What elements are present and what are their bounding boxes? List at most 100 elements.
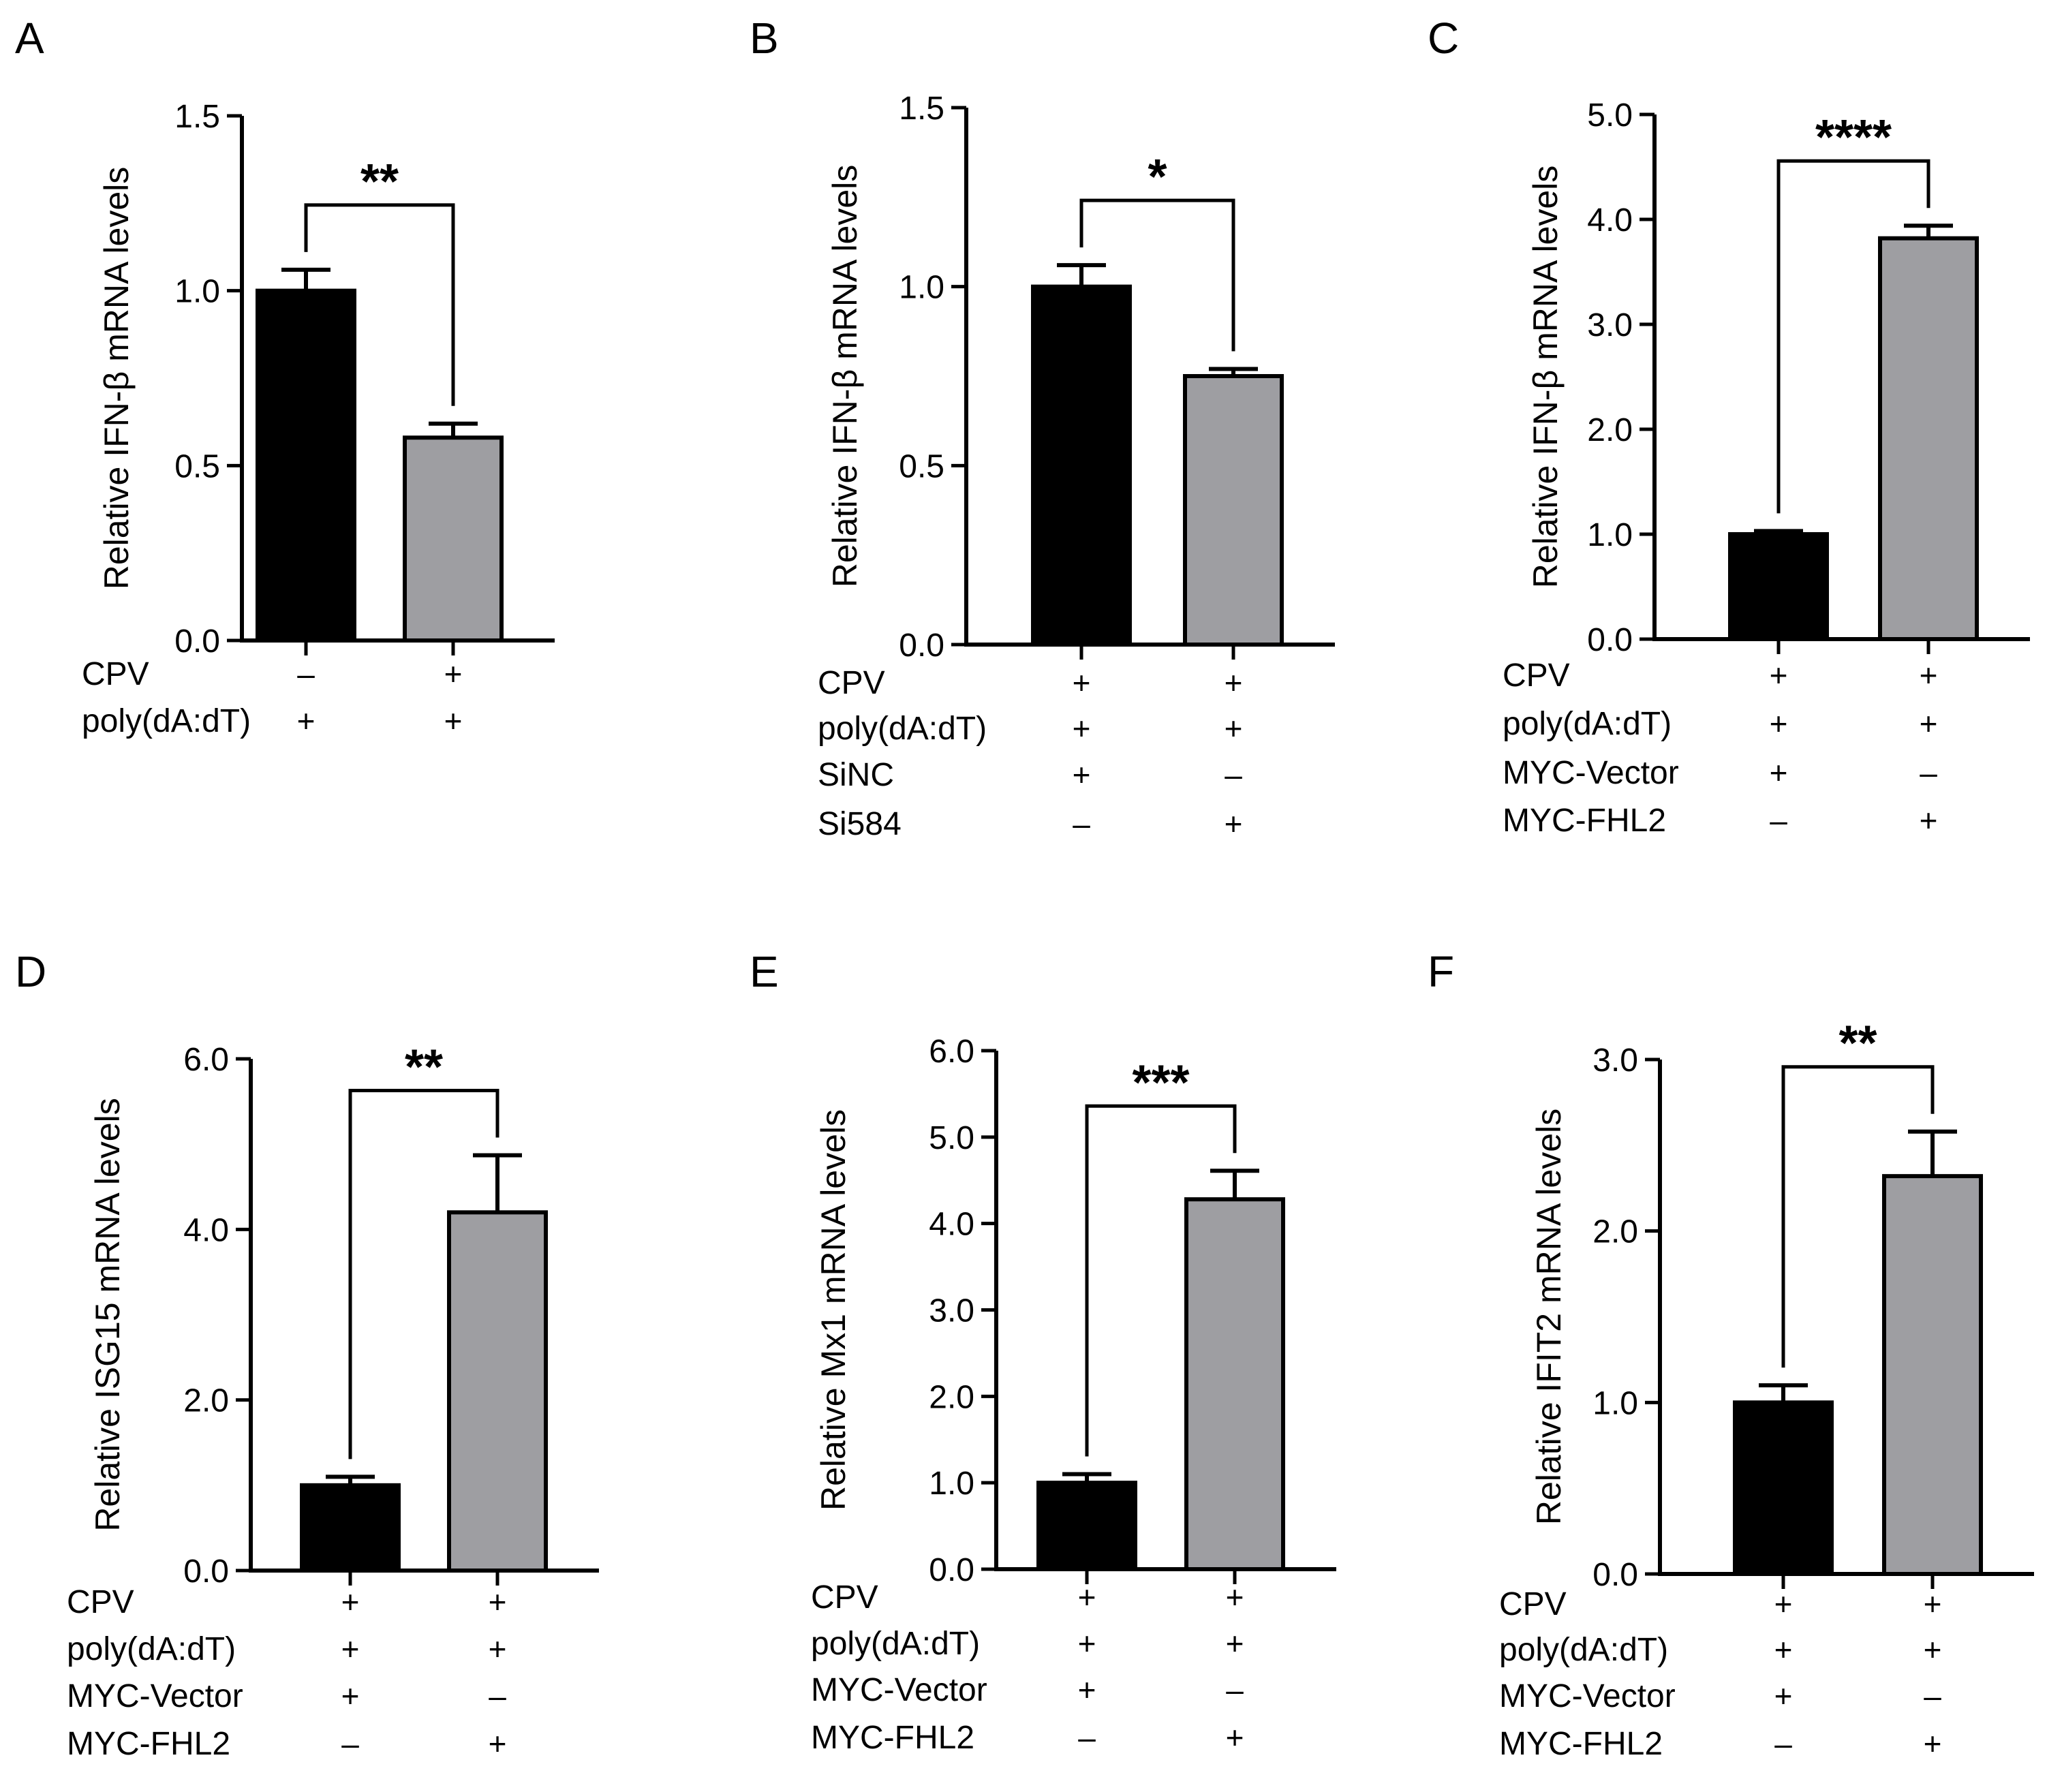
bar-2 xyxy=(447,1210,548,1573)
condition-sign: + xyxy=(1226,1626,1244,1661)
y-tick-label: 2.0 xyxy=(929,1379,974,1415)
y-tick-label: 0.0 xyxy=(174,623,220,660)
condition-label: poly(dA:dT) xyxy=(811,1626,980,1662)
bar-1 xyxy=(1728,532,1829,641)
condition-sign: + xyxy=(1225,665,1243,700)
y-tick-label: 1.5 xyxy=(899,91,944,127)
condition-label: MYC-FHL2 xyxy=(811,1720,974,1756)
significance-bracket xyxy=(1781,1065,1935,1368)
condition-label: MYC-Vector xyxy=(1503,755,1679,791)
significance-label: * xyxy=(1148,150,1167,204)
panel-letter: E xyxy=(750,947,779,996)
panel-letter: B xyxy=(750,14,779,63)
condition-sign: + xyxy=(1226,1720,1244,1755)
condition-sign: + xyxy=(1073,711,1091,746)
y-tick-label: 1.0 xyxy=(899,270,944,306)
condition-sign: + xyxy=(1924,1632,1942,1667)
condition-sign: + xyxy=(1924,1586,1942,1622)
significance-bracket xyxy=(348,1088,499,1459)
condition-label: CPV xyxy=(818,665,885,701)
y-tick-label: 6.0 xyxy=(929,1034,974,1070)
y-tick-label: 1.5 xyxy=(174,99,220,135)
y-axis-title: Relative IFN-β mRNA levels xyxy=(826,165,864,588)
condition-label: CPV xyxy=(1499,1586,1567,1622)
condition-sign: + xyxy=(341,1631,360,1667)
panel-letter: D xyxy=(15,947,46,996)
condition-sign: – xyxy=(1920,755,1937,790)
bar-1 xyxy=(300,1483,401,1573)
condition-label: MYC-Vector xyxy=(1499,1678,1676,1714)
condition-label: poly(dA:dT) xyxy=(818,711,987,747)
y-tick-label: 5.0 xyxy=(1587,97,1633,134)
y-axis-title: Relative IFN-β mRNA levels xyxy=(97,167,136,590)
bar-2 xyxy=(1184,1197,1285,1571)
y-tick-label: 6.0 xyxy=(183,1042,229,1078)
condition-sign: – xyxy=(489,1678,506,1714)
y-tick-label: 2.0 xyxy=(1592,1214,1638,1250)
significance-bracket xyxy=(304,203,455,406)
condition-label: poly(dA:dT) xyxy=(82,703,251,739)
y-tick-label: 0.0 xyxy=(899,628,944,664)
condition-sign: + xyxy=(1770,706,1788,741)
bar-2 xyxy=(1882,1174,1983,1576)
y-axis-title: Relative ISG15 mRNA levels xyxy=(89,1098,127,1531)
condition-label: CPV xyxy=(811,1579,878,1616)
significance-label: *** xyxy=(1132,1055,1189,1110)
condition-label: MYC-FHL2 xyxy=(1499,1726,1663,1762)
condition-sign: – xyxy=(341,1726,359,1761)
significance-label: ** xyxy=(405,1040,443,1094)
bar-1 xyxy=(1031,284,1132,647)
condition-sign: + xyxy=(1774,1586,1793,1622)
panel-c: C 0.0 1.0 2.0 3.0 4.0 5.0 Relative IFN-β mRNA l… xyxy=(1428,14,2030,839)
condition-sign: + xyxy=(1226,1579,1244,1615)
y-tick-label: 0.5 xyxy=(899,448,944,484)
y-tick-label: 0.0 xyxy=(1587,622,1633,658)
y-tick-label: 3.0 xyxy=(1587,307,1633,343)
condition-sign: + xyxy=(444,656,463,692)
y-tick-label: 1.0 xyxy=(174,274,220,310)
y-tick-label: 4.0 xyxy=(183,1212,229,1248)
condition-sign: + xyxy=(297,703,315,739)
condition-sign: + xyxy=(1924,1726,1942,1761)
condition-sign: + xyxy=(1920,706,1938,741)
condition-sign: + xyxy=(1078,1672,1096,1708)
y-tick-label: 0.5 xyxy=(174,448,220,484)
bar-1 xyxy=(1036,1481,1137,1572)
condition-label: MYC-FHL2 xyxy=(67,1726,230,1762)
bar-2 xyxy=(1183,374,1284,647)
condition-sign: + xyxy=(1078,1579,1096,1615)
condition-label: MYC-Vector xyxy=(811,1672,987,1708)
condition-label: CPV xyxy=(67,1584,134,1620)
condition-sign: – xyxy=(1073,806,1090,841)
condition-label: Si584 xyxy=(818,806,902,842)
y-tick-label: 0.0 xyxy=(183,1554,229,1590)
y-tick-label: 1.0 xyxy=(1592,1385,1638,1421)
condition-label: CPV xyxy=(1503,658,1570,694)
condition-sign: + xyxy=(1920,658,1938,693)
condition-sign: – xyxy=(1225,757,1242,792)
condition-sign: – xyxy=(1774,1726,1792,1761)
condition-label: CPV xyxy=(82,656,149,692)
condition-sign: – xyxy=(1924,1678,1941,1714)
condition-sign: + xyxy=(1073,757,1091,792)
y-tick-label: 0.0 xyxy=(1592,1557,1638,1593)
panel-letter: C xyxy=(1428,14,1459,63)
y-axis-title: Relative IFN-β mRNA levels xyxy=(1526,166,1565,589)
condition-sign: + xyxy=(1774,1632,1793,1667)
condition-sign: – xyxy=(297,656,315,692)
panel-f: F 0.0 1.0 2.0 3.0 Relative IFIT2 mRNA levels *… xyxy=(1428,947,2034,1762)
condition-sign: + xyxy=(1225,806,1243,841)
significance-bracket xyxy=(1776,159,1930,514)
significance-label: **** xyxy=(1815,110,1892,165)
condition-label: MYC-FHL2 xyxy=(1503,803,1666,839)
condition-label: poly(dA:dT) xyxy=(1503,706,1672,742)
condition-sign: + xyxy=(1774,1678,1793,1714)
condition-sign: – xyxy=(1078,1720,1096,1755)
condition-sign: + xyxy=(489,1584,507,1620)
condition-sign: + xyxy=(1078,1626,1096,1661)
y-tick-label: 3.0 xyxy=(929,1293,974,1329)
condition-sign: + xyxy=(444,703,463,739)
significance-label: ** xyxy=(360,155,399,209)
y-tick-label: 2.0 xyxy=(183,1383,229,1419)
